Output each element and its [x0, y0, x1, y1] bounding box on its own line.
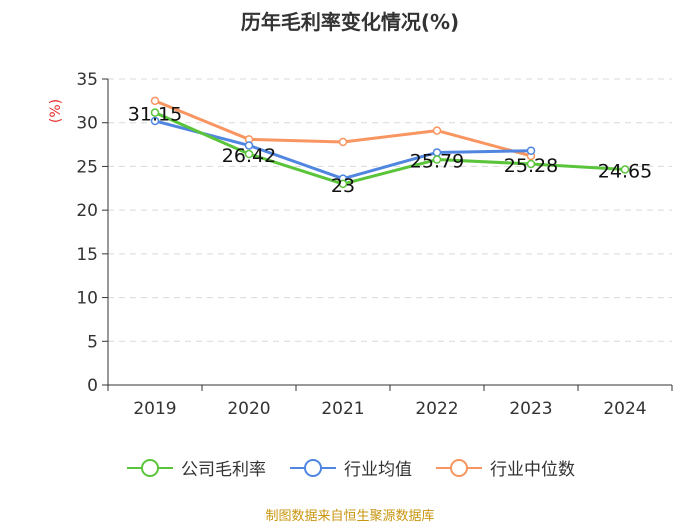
- data-label: 23: [331, 175, 355, 197]
- data-point: [150, 96, 160, 106]
- legend-label: 行业均值: [344, 460, 412, 480]
- legend-label: 行业中位数: [490, 460, 575, 480]
- y-tick-label: 15: [76, 245, 98, 265]
- series-lines: [150, 96, 630, 189]
- data-point: [432, 126, 442, 135]
- legend-item[interactable]: 行业中位数: [434, 455, 575, 480]
- x-tick-label: 2022: [415, 399, 458, 419]
- legend-label: 公司毛利率: [181, 460, 266, 480]
- data-point: [244, 141, 254, 150]
- legend-swatch-icon: [290, 458, 336, 477]
- y-axis-label: (%): [48, 99, 64, 123]
- data-point: [526, 146, 536, 155]
- data-point: [244, 149, 254, 159]
- legend-item[interactable]: 公司毛利率: [125, 455, 266, 480]
- y-tick-label: 10: [76, 289, 98, 309]
- data-point: [432, 155, 442, 164]
- legend-item[interactable]: 行业均值: [288, 455, 412, 480]
- data-point: [620, 165, 630, 174]
- legend-swatch-icon: [436, 458, 482, 477]
- x-tick-label: 2019: [133, 399, 176, 419]
- y-tick-label: 35: [76, 70, 98, 90]
- data-point: [338, 179, 348, 189]
- y-tick-label: 30: [76, 114, 98, 134]
- data-label: 25.79: [410, 151, 464, 173]
- data-point: [150, 108, 160, 117]
- data-label: 26.42: [222, 145, 276, 167]
- grid-lines: [108, 78, 672, 342]
- chart-title: 历年毛利率变化情况(%): [240, 10, 460, 34]
- legend: 公司毛利率 行业均值 行业中位数: [0, 455, 700, 480]
- data-point: [150, 116, 160, 126]
- x-tick-label: 2024: [603, 399, 646, 419]
- source-note: 制图数据来自恒生聚源数据库: [265, 509, 435, 524]
- x-tick-label: 2023: [509, 399, 552, 419]
- x-tick-label: 2021: [321, 399, 364, 419]
- data-label: 25.28: [504, 155, 558, 177]
- series-line-1: [154, 119, 532, 181]
- data-point: [338, 137, 348, 147]
- x-tick-label: 2020: [227, 399, 270, 419]
- y-tick-label: 25: [76, 157, 98, 177]
- axes: 0 5 10 15 20 25 30 35 2019 2020 2021 2022 2023 2024 (%…: [48, 70, 673, 419]
- series-line-0: [154, 111, 626, 186]
- series-line-2: [154, 99, 532, 158]
- y-tick-label: 5: [87, 332, 98, 352]
- y-tick-label: 0: [87, 376, 98, 396]
- data-label: 31.15: [128, 104, 182, 126]
- legend-swatch-icon: [127, 458, 173, 477]
- data-point: [526, 159, 536, 169]
- data-label: 24.65: [598, 160, 652, 182]
- y-tick-label: 20: [76, 201, 98, 221]
- data-labels: 31.15 26.42 23 25.79 25.28 24.65: [128, 104, 652, 197]
